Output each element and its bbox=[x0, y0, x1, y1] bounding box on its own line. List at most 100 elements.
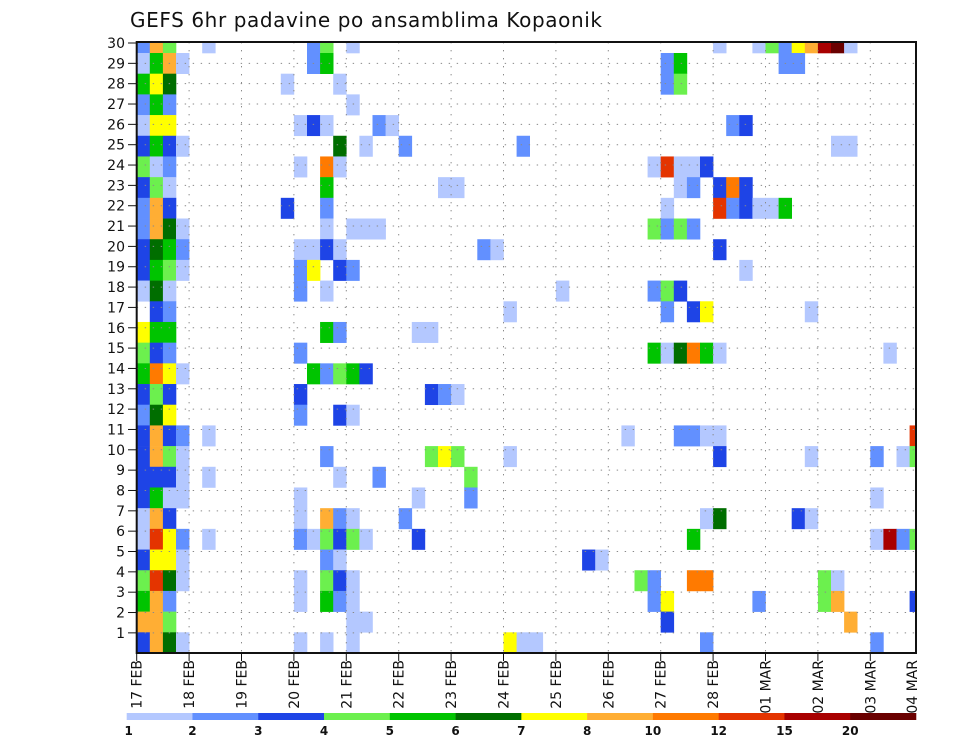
heatmap-cell bbox=[333, 528, 347, 550]
heatmap-cell bbox=[136, 404, 151, 426]
heatmap-cell bbox=[791, 42, 806, 54]
heatmap-cell bbox=[162, 342, 177, 364]
y-tick-label: 14 bbox=[107, 361, 125, 377]
heatmap-cell bbox=[673, 218, 688, 240]
heatmap-cell bbox=[909, 446, 917, 468]
heatmap-cell bbox=[136, 508, 151, 530]
heatmap-cell bbox=[162, 508, 177, 530]
heatmap-cell bbox=[320, 218, 334, 240]
heatmap-cell bbox=[202, 42, 216, 54]
heatmap-cell bbox=[700, 508, 714, 530]
heatmap-cell bbox=[831, 42, 845, 54]
colorbar-label: 12 bbox=[710, 724, 727, 738]
heatmap-cell bbox=[176, 363, 190, 385]
chart-title: GEFS 6hr padavine po ansamblima Kopaonik bbox=[130, 8, 603, 32]
heatmap-cell bbox=[700, 301, 714, 323]
heatmap-cell bbox=[202, 466, 216, 488]
heatmap-cell bbox=[621, 425, 635, 447]
heatmap-cell bbox=[909, 528, 917, 550]
heatmap-cell bbox=[162, 280, 177, 302]
heatmap-cell bbox=[136, 135, 151, 157]
y-tick-label: 20 bbox=[107, 239, 125, 255]
heatmap-cell bbox=[162, 321, 177, 343]
heatmap-cell bbox=[333, 259, 347, 281]
heatmap-cell bbox=[149, 466, 164, 488]
heatmap-cell bbox=[149, 508, 164, 530]
y-tick-label: 10 bbox=[107, 443, 125, 459]
heatmap-cell bbox=[333, 156, 347, 178]
heatmap-cell bbox=[372, 466, 386, 488]
heatmap-cell bbox=[149, 590, 164, 612]
heatmap-cell bbox=[162, 135, 177, 157]
heatmap-cell bbox=[149, 42, 164, 54]
heatmap-cell bbox=[293, 487, 308, 509]
x-tick-label: 20 FEB bbox=[287, 660, 303, 709]
heatmap-cell bbox=[647, 342, 661, 364]
heatmap-cell bbox=[176, 218, 190, 240]
heatmap-cell bbox=[136, 177, 151, 199]
heatmap-cell bbox=[136, 611, 151, 633]
heatmap-cell bbox=[346, 218, 360, 240]
heatmap-cell bbox=[451, 384, 465, 406]
heatmap-cell bbox=[555, 280, 570, 302]
colorbar-label: 5 bbox=[386, 724, 394, 738]
x-tick-label: 21 FEB bbox=[339, 660, 355, 709]
heatmap-cell bbox=[176, 53, 190, 74]
heatmap-cell bbox=[162, 404, 177, 426]
heatmap-cell bbox=[136, 42, 151, 54]
heatmap-cell bbox=[438, 384, 452, 406]
heatmap-cell bbox=[451, 177, 465, 199]
heatmap-cell bbox=[647, 156, 661, 178]
heatmap-cell bbox=[844, 42, 858, 54]
heatmap-cell bbox=[660, 156, 675, 178]
heatmap-cell bbox=[686, 342, 701, 364]
heatmap-cell bbox=[516, 135, 530, 157]
heatmap-cell bbox=[136, 590, 151, 612]
heatmap-cell bbox=[149, 570, 164, 592]
heatmap-cell bbox=[896, 446, 910, 468]
heatmap-cell bbox=[647, 590, 661, 612]
heatmap-cell bbox=[136, 218, 151, 240]
heatmap-cell bbox=[202, 425, 216, 447]
heatmap-cell bbox=[713, 177, 727, 199]
heatmap-cell bbox=[136, 384, 151, 406]
heatmap-cell bbox=[333, 135, 347, 157]
heatmap-cell bbox=[673, 177, 688, 199]
heatmap-cell bbox=[791, 53, 806, 74]
heatmap-cell bbox=[293, 280, 308, 302]
heatmap-cell bbox=[686, 218, 701, 240]
heatmap-cell bbox=[595, 549, 609, 571]
heatmap-cell bbox=[896, 528, 910, 550]
heatmap-cell bbox=[149, 321, 164, 343]
heatmap-cell bbox=[320, 570, 334, 592]
heatmap-cell bbox=[176, 425, 190, 447]
heatmap-cell bbox=[673, 342, 688, 364]
heatmap-cell bbox=[333, 590, 347, 612]
heatmap-cell bbox=[700, 156, 714, 178]
heatmap-cell bbox=[149, 487, 164, 509]
heatmap-cell bbox=[700, 342, 714, 364]
heatmap-cell bbox=[162, 446, 177, 468]
y-tick-label: 28 bbox=[107, 77, 125, 93]
y-tick-label: 30 bbox=[107, 36, 125, 52]
heatmap-cell bbox=[136, 425, 151, 447]
heatmap-cell bbox=[673, 280, 688, 302]
heatmap-cell bbox=[202, 528, 216, 550]
heatmap-cell bbox=[136, 549, 151, 571]
colorbar-label: 10 bbox=[645, 724, 662, 738]
heatmap-cell bbox=[149, 549, 164, 571]
heatmap-cell bbox=[398, 508, 413, 530]
heatmap-cell bbox=[149, 239, 164, 261]
heatmap-cell bbox=[647, 570, 661, 592]
y-tick-label: 21 bbox=[107, 219, 125, 235]
heatmap-cell bbox=[293, 528, 308, 550]
heatmap-cell bbox=[713, 42, 727, 54]
heatmap-cell bbox=[726, 197, 740, 219]
heatmap-cell bbox=[490, 239, 504, 261]
heatmap-cell bbox=[686, 177, 701, 199]
colorbar-label: 2 bbox=[188, 724, 196, 738]
heatmap-cell bbox=[176, 487, 190, 509]
heatmap-cell bbox=[372, 218, 386, 240]
heatmap-cell bbox=[673, 425, 688, 447]
